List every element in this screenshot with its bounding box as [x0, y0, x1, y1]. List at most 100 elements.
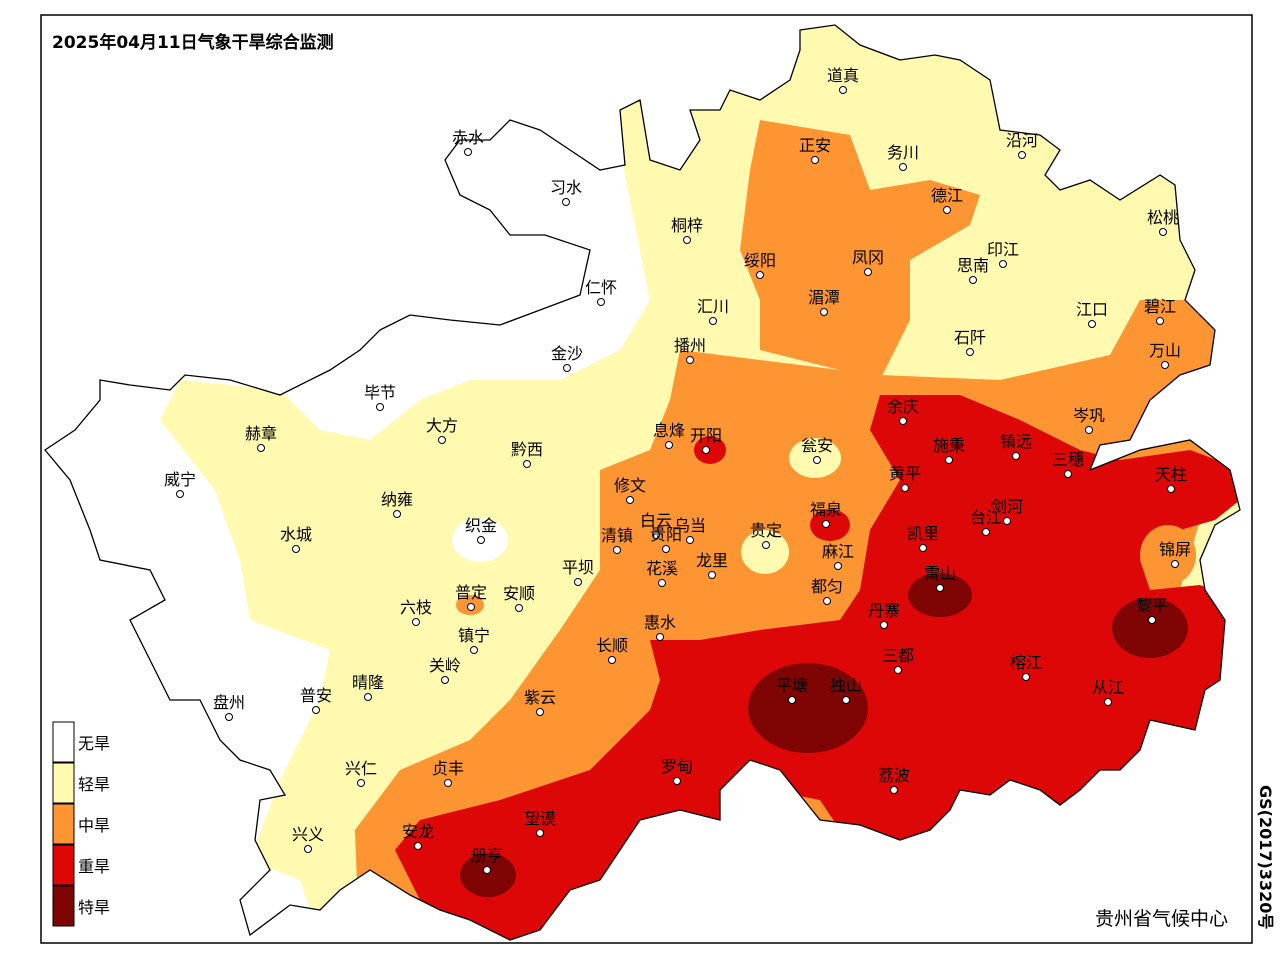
- city-label: 仁怀: [585, 278, 617, 297]
- city-label: 桐梓: [671, 216, 703, 235]
- city-label: 罗甸: [661, 757, 693, 776]
- city-label: 花溪: [646, 559, 678, 578]
- city-dot: [1161, 361, 1169, 369]
- city-dot: [842, 696, 850, 704]
- city-label: 册亨: [471, 846, 503, 865]
- city-label: 关岭: [429, 656, 461, 675]
- city-label: 龙里: [696, 551, 728, 570]
- city-label: 岑巩: [1073, 406, 1105, 425]
- city-dot: [574, 578, 582, 586]
- map-number: GS(2017)3320号: [1256, 785, 1275, 929]
- legend-swatch: [52, 721, 75, 763]
- city-dot: [464, 148, 472, 156]
- city-dot: [899, 163, 907, 171]
- city-dot: [999, 260, 1007, 268]
- city-label: 贵定: [750, 521, 782, 540]
- legend-swatch: [52, 803, 75, 845]
- city-dot: [943, 206, 951, 214]
- drought-area: [908, 573, 972, 617]
- city-label: 三都: [882, 646, 914, 665]
- city-label: 镇宁: [458, 626, 490, 645]
- legend-swatch: [52, 844, 75, 886]
- city-dot: [515, 604, 523, 612]
- city-dot: [1104, 698, 1112, 706]
- city-dot: [822, 520, 830, 528]
- city-label: 播州: [674, 336, 706, 355]
- city-label: 汇川: [697, 297, 729, 316]
- city-label: 开阳: [690, 426, 722, 445]
- city-label: 绥阳: [744, 251, 776, 270]
- city-label: 三穗: [1052, 450, 1084, 469]
- city-label: 德江: [931, 186, 963, 205]
- drought-area: [460, 853, 516, 897]
- city-dot: [1064, 470, 1072, 478]
- city-label: 碧江: [1144, 297, 1176, 316]
- city-label: 印江: [987, 240, 1019, 259]
- city-label: 天柱: [1155, 465, 1187, 484]
- city-dot: [257, 444, 265, 452]
- city-label: 施秉: [933, 436, 965, 455]
- city-dot: [945, 456, 953, 464]
- city-dot: [467, 603, 475, 611]
- city-dot: [364, 693, 372, 701]
- city-label: 镇远: [1000, 432, 1032, 451]
- city-label: 都匀: [811, 577, 843, 596]
- city-label: 丹寨: [868, 601, 900, 620]
- city-dot: [813, 456, 821, 464]
- city-dot: [483, 866, 491, 874]
- city-dot: [477, 536, 485, 544]
- city-label: 织金: [465, 516, 497, 535]
- city-label: 兴义: [292, 825, 324, 844]
- city-dot: [890, 786, 898, 794]
- city-dot: [683, 236, 691, 244]
- city-dot: [1159, 228, 1167, 236]
- city-dot: [523, 460, 531, 468]
- credit: 贵州省气候中心: [1095, 908, 1228, 930]
- city-label: 台江: [970, 508, 1002, 527]
- city-dot: [613, 546, 621, 554]
- city-dot: [820, 308, 828, 316]
- city-dot: [864, 268, 872, 276]
- city-dot: [1148, 616, 1156, 624]
- city-label: 务川: [887, 143, 919, 162]
- city-label: 正安: [799, 136, 831, 155]
- city-dot: [709, 317, 717, 325]
- city-label: 黄平: [889, 464, 921, 483]
- city-dot: [562, 198, 570, 206]
- city-label: 榕江: [1010, 653, 1042, 672]
- city-label: 清镇: [601, 526, 633, 545]
- city-dot: [936, 584, 944, 592]
- city-dot: [393, 510, 401, 518]
- city-label: 黎平: [1136, 596, 1168, 615]
- city-dot: [536, 829, 544, 837]
- city-label: 望谟: [524, 809, 556, 828]
- city-dot: [823, 597, 831, 605]
- city-label: 息烽: [653, 421, 685, 440]
- city-label: 赤水: [452, 128, 484, 147]
- city-label: 金沙: [551, 344, 583, 363]
- city-dot: [762, 541, 770, 549]
- drought-areas: [45, 25, 1240, 940]
- city-dot: [176, 490, 184, 498]
- city-dot: [1088, 320, 1096, 328]
- city-dot: [899, 417, 907, 425]
- city-label: 思南: [957, 256, 989, 275]
- city-label: 湄潭: [808, 288, 840, 307]
- city-dot: [536, 708, 544, 716]
- city-label: 从江: [1092, 678, 1124, 697]
- city-label: 剑河: [991, 497, 1023, 516]
- city-label: 余庆: [887, 397, 919, 416]
- legend-label: 重旱: [78, 857, 110, 876]
- city-label: 普安: [300, 686, 332, 705]
- city-label: 纳雍: [381, 490, 413, 509]
- city-dot: [658, 579, 666, 587]
- city-label: 万山: [1149, 341, 1181, 360]
- city-label: 毕节: [364, 383, 396, 402]
- city-label: 平塘: [776, 676, 808, 695]
- city-label: 贵阳: [650, 525, 682, 544]
- city-dot: [1012, 452, 1020, 460]
- city-dot: [702, 446, 710, 454]
- city-label: 独山: [830, 676, 862, 695]
